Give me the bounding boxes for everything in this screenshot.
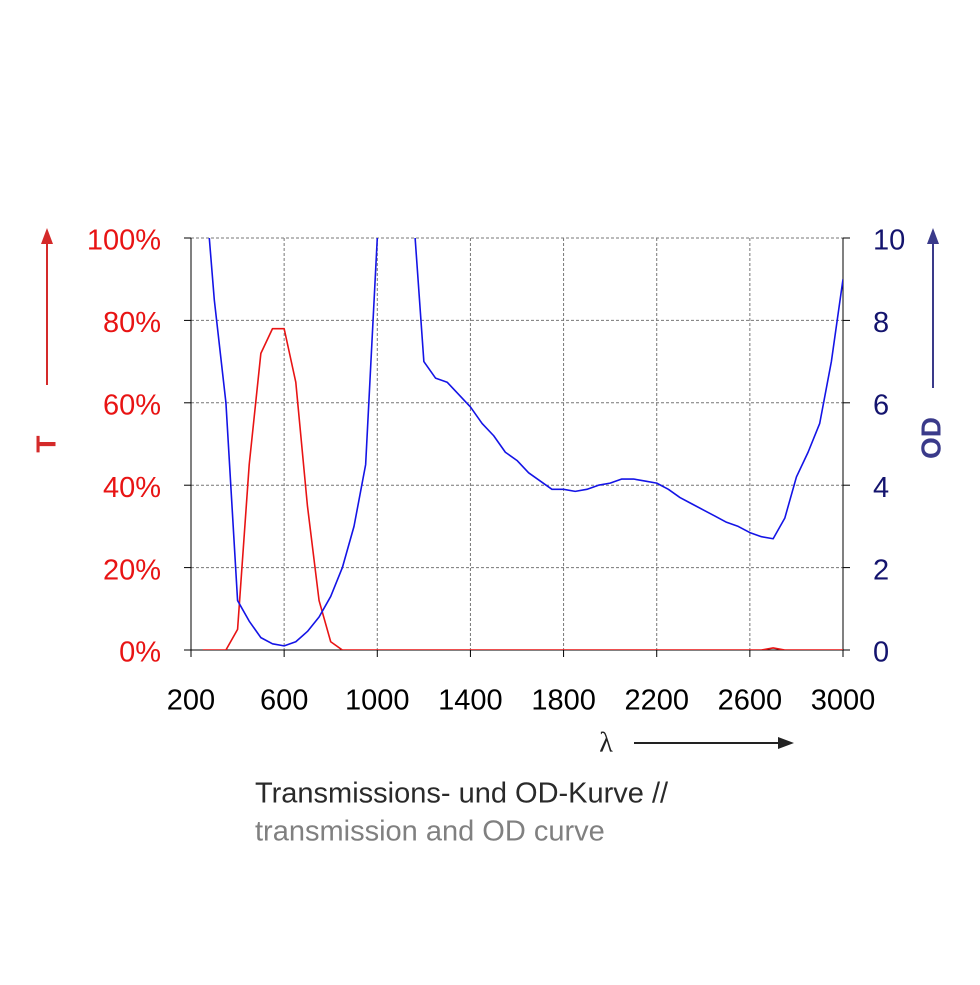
y2-tick-label: 10 (873, 225, 905, 257)
x-tick-label: 200 (167, 685, 215, 717)
y-tick-label: 20% (103, 554, 161, 586)
y-tick-label: 60% (103, 389, 161, 421)
od-arrow-head (927, 228, 939, 244)
series-line (208, 238, 843, 647)
y-tick-label: 80% (103, 307, 161, 339)
y2-axis-label: OD (915, 417, 946, 459)
x-tick-label: 600 (260, 685, 308, 717)
t-arrow-head (41, 228, 53, 244)
y-tick-label: 100% (87, 225, 161, 257)
y2-tick-label: 6 (873, 389, 889, 421)
x-tick-label: 2600 (718, 685, 783, 717)
lambda-arrow-head (778, 737, 794, 749)
plot-area (202, 238, 843, 650)
y2-tick-label: 8 (873, 307, 889, 339)
x-tick-label: 1400 (438, 685, 503, 717)
y-axis-label: T (30, 435, 61, 452)
x-tick-label: 1800 (531, 685, 596, 717)
y-tick-label: 0% (119, 637, 161, 669)
x-axis-label: λ (599, 727, 613, 758)
y-tick-label: 40% (103, 472, 161, 504)
caption-title: Transmissions- und OD-Kurve // (255, 778, 669, 810)
caption-subtitle: transmission and OD curve (255, 816, 605, 848)
y2-tick-label: 0 (873, 637, 889, 669)
x-tick-label: 2200 (624, 685, 689, 717)
x-tick-label: 1000 (345, 685, 410, 717)
y2-tick-label: 2 (873, 554, 889, 586)
y2-tick-label: 4 (873, 472, 889, 504)
x-tick-label: 3000 (811, 685, 876, 717)
series-line (202, 327, 843, 650)
